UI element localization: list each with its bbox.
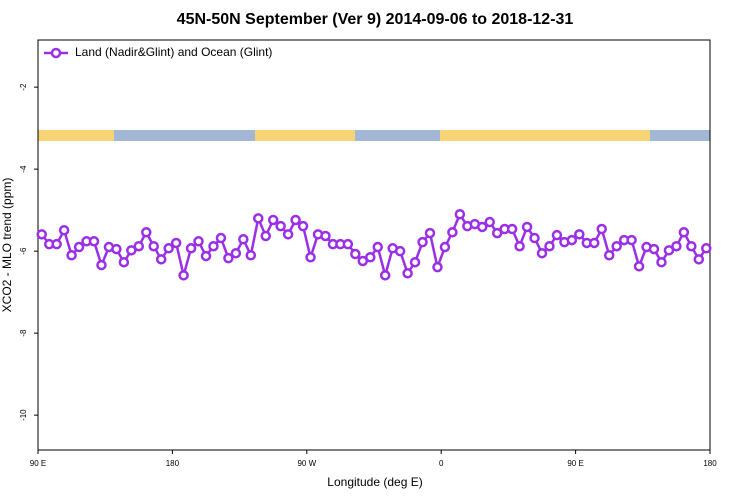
data-point — [454, 209, 466, 220]
data-point — [678, 227, 690, 238]
data-point — [170, 237, 182, 249]
data-point — [394, 245, 406, 257]
data-point — [350, 248, 361, 260]
x-axis-label: Longitude (deg E) — [327, 475, 422, 489]
data-point — [417, 236, 428, 248]
chart-title: 45N-50N September (Ver 9) 2014-09-06 to … — [177, 11, 574, 28]
data-point — [96, 259, 107, 271]
data-point — [260, 230, 271, 242]
data-point — [648, 243, 660, 255]
y-tick-label: -10 — [19, 409, 28, 421]
x-tick-label: 180 — [703, 459, 717, 468]
data-point — [626, 234, 637, 246]
data-point — [275, 220, 286, 232]
data-point — [372, 241, 383, 253]
data-point — [141, 227, 152, 238]
data-point — [118, 256, 130, 268]
data-point — [148, 240, 159, 252]
data-point — [603, 250, 615, 261]
data-point — [529, 232, 540, 244]
data-point — [693, 254, 705, 265]
data-point — [686, 240, 697, 252]
data-point — [230, 247, 242, 259]
data-point — [193, 236, 204, 247]
x-tick-label: 180 — [166, 459, 180, 468]
data-point — [424, 227, 436, 239]
data-point — [88, 236, 100, 247]
data-point — [163, 243, 174, 254]
data-point — [305, 252, 316, 263]
data-point — [320, 230, 331, 242]
data-point — [111, 243, 122, 255]
data-point — [245, 250, 257, 261]
data-point — [185, 243, 197, 254]
data-point — [36, 229, 47, 240]
legend-marker — [50, 47, 62, 59]
data-point — [200, 250, 212, 262]
x-tick-label: 90 E — [30, 459, 46, 468]
data-point — [223, 252, 234, 264]
x-tick-label: 0 — [439, 459, 444, 468]
data-point — [409, 256, 421, 268]
data-point — [297, 220, 309, 232]
data-point — [432, 261, 443, 273]
data-point — [133, 240, 145, 252]
data-point — [566, 234, 578, 246]
data-point — [178, 270, 189, 281]
data-point — [611, 240, 622, 252]
data-point — [253, 213, 264, 224]
data-point — [379, 270, 391, 281]
legend-label: Land (Nadir&Glint) and Ocean (Glint) — [75, 45, 272, 59]
data-point — [73, 241, 85, 253]
y-tick-label: -8 — [19, 329, 28, 337]
data-point — [521, 221, 533, 233]
x-tick-label: 90 W — [297, 459, 316, 468]
data-point — [663, 245, 675, 256]
data-point — [126, 245, 137, 256]
data-point — [701, 243, 712, 254]
data-point — [365, 252, 376, 263]
data-point — [66, 250, 77, 261]
y-tick-label: -4 — [19, 165, 28, 173]
data-point — [51, 238, 62, 250]
data-point — [282, 229, 294, 240]
data-point — [671, 240, 682, 252]
data-point — [439, 241, 451, 253]
data-point — [536, 247, 548, 259]
data-point — [491, 227, 503, 239]
data-point — [551, 229, 563, 241]
data-point — [290, 214, 301, 226]
data-point — [477, 221, 488, 233]
data-point — [514, 240, 525, 252]
data-point — [58, 224, 70, 236]
x-tick-label: 90 E — [567, 459, 583, 468]
data-point — [589, 237, 600, 249]
data-point — [267, 214, 279, 226]
data-point — [544, 240, 555, 252]
map-strip — [38, 130, 710, 141]
y-tick-label: -6 — [19, 247, 28, 255]
data-point — [208, 240, 219, 252]
y-tick-label: -2 — [19, 83, 28, 91]
data-point — [402, 268, 413, 279]
data-point — [656, 256, 667, 268]
data-point — [633, 261, 645, 272]
data-point — [484, 216, 495, 228]
data-point — [215, 232, 227, 244]
data-point — [447, 227, 458, 238]
data-point — [342, 238, 354, 250]
data-point — [596, 223, 607, 235]
y-axis-label: XCO2 - MLO trend (ppm) — [0, 178, 14, 313]
data-point — [506, 223, 518, 235]
data-point — [574, 229, 585, 240]
data-point — [155, 254, 167, 265]
data-point — [238, 234, 249, 245]
